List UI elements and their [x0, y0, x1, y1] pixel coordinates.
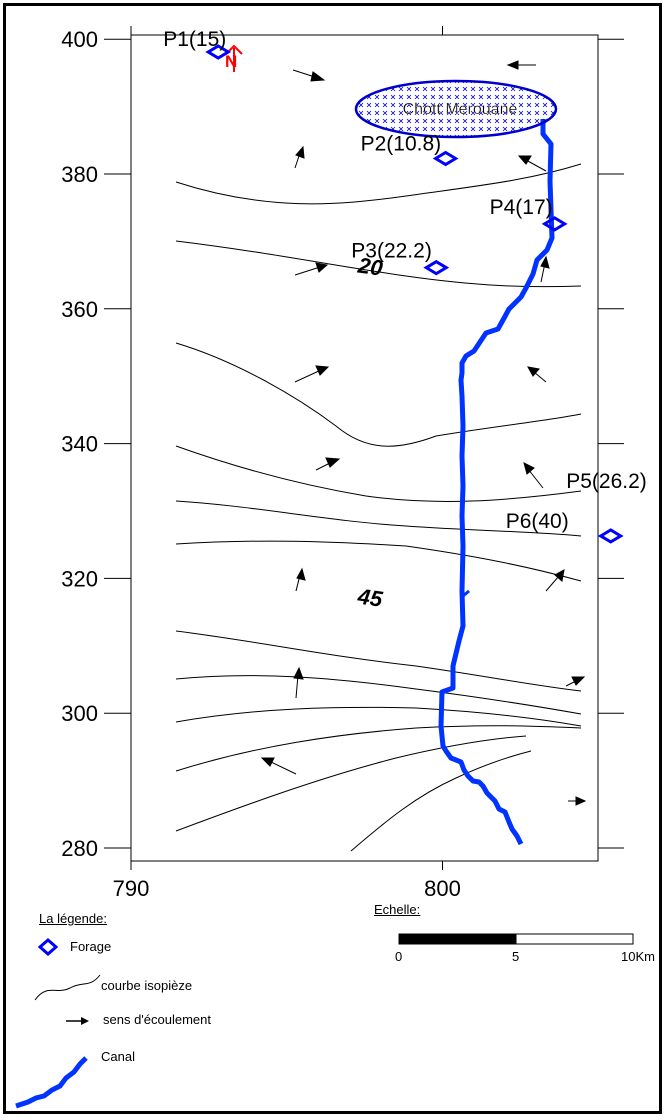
flow-arrow [292, 69, 326, 82]
contour-line [175, 725, 582, 772]
well-label: P4(17) [490, 196, 553, 219]
flow-arrow [523, 462, 544, 489]
curve-icon [34, 974, 101, 1001]
flow-arrow [565, 676, 586, 687]
scale-bar [398, 933, 634, 945]
well-label: P5(26.2) [566, 470, 647, 493]
flow-arrow [506, 60, 536, 70]
y-tick-label: 320 [61, 566, 98, 591]
north-label: N [225, 52, 237, 71]
map-canvas: 20 45 [61, 26, 647, 901]
contour-line [350, 750, 532, 852]
flow-arrow [260, 757, 297, 775]
plot-frame [130, 34, 599, 862]
isopiezometric-curves [175, 163, 582, 852]
scale-label-10km: 10Km [621, 949, 655, 964]
map-frame: 20 45 [3, 3, 662, 1114]
contour-label-20: 20 [356, 252, 385, 280]
contour-label-45: 45 [355, 583, 384, 611]
flow-arrow [517, 155, 547, 172]
y-tick-label: 400 [61, 27, 98, 52]
scale-title: Echelle: [374, 902, 421, 917]
x-tick-label: 800 [424, 876, 461, 901]
scale-label-0: 0 [395, 949, 403, 964]
x-tick-label: 790 [113, 876, 150, 901]
lake-label: Chott Merouane [403, 101, 518, 118]
flow-arrows [260, 60, 587, 806]
well-label: P1(15) [163, 28, 226, 51]
well-marker [597, 528, 624, 544]
canal-spur [462, 589, 470, 598]
contour-line [175, 630, 582, 692]
contour-line [175, 500, 582, 537]
canal-icon [15, 1056, 88, 1109]
legend-item-forage: Forage [70, 939, 112, 954]
y-tick-label: 280 [61, 836, 98, 861]
flow-arrow [540, 255, 550, 283]
legend-item-flow: sens d'écoulement [103, 1012, 211, 1027]
contour-line [175, 735, 527, 832]
well-label: P6(40) [506, 510, 569, 533]
flow-arrow [568, 796, 587, 806]
contour-line [175, 706, 582, 727]
flow-arrow [295, 567, 306, 592]
diamond-icon [37, 938, 59, 956]
flow-arrow [293, 666, 304, 699]
well-marker [205, 44, 232, 60]
contour-line [175, 445, 582, 502]
well-label: P2(10.8) [361, 132, 442, 155]
scale-label-5: 5 [512, 949, 520, 964]
map-axes: 790800810820400380360340320300280 [61, 26, 624, 901]
legend-item-isopieze: courbe isopièze [101, 978, 193, 993]
flow-arrow [294, 365, 330, 383]
canal-line [438, 119, 555, 846]
chott-merouane-lake: Chott Merouane [354, 79, 558, 139]
well-label: P3(22.2) [351, 240, 432, 263]
wells-layer: P1(15) P2(10.8) P4(17) P3(22.2) P5(26.2) P6(4… [163, 28, 647, 544]
flow-arrow [315, 457, 341, 471]
well-marker [423, 259, 450, 276]
flow-arrow [294, 145, 305, 169]
contour-line [175, 675, 582, 715]
well-marker [541, 216, 568, 232]
y-tick-label: 360 [61, 297, 98, 322]
y-tick-label: 380 [61, 162, 98, 187]
y-tick-label: 300 [61, 701, 98, 726]
arrow-icon [66, 1017, 89, 1025]
flow-arrow [294, 262, 329, 276]
flow-arrow [545, 569, 565, 592]
contour-line [175, 163, 582, 205]
contour-line [175, 342, 582, 447]
flow-arrow [527, 366, 547, 383]
legend-item-canal: Canal [101, 1049, 135, 1064]
well-marker [432, 150, 459, 167]
y-tick-label: 340 [61, 432, 98, 457]
contour-line [175, 540, 582, 582]
legend-title: La légende: [39, 911, 107, 926]
